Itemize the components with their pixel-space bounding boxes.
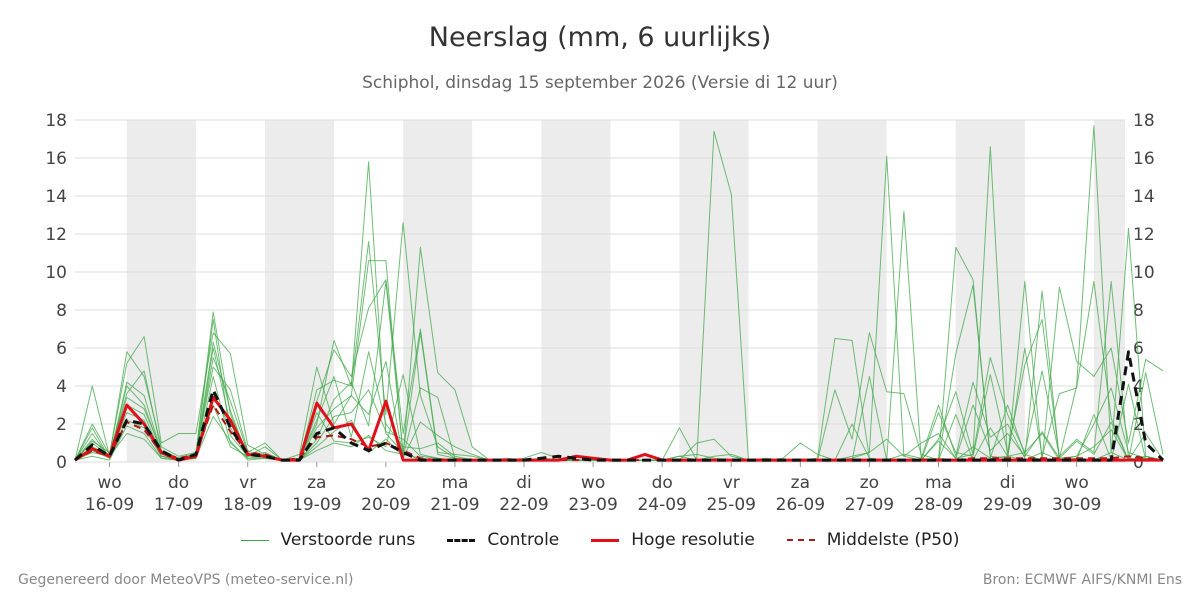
y-tick-right-14: 14 [1133,187,1155,207]
x-tick-day-8: do [652,473,673,493]
y-tick-right-6: 6 [1133,339,1144,359]
x-tick-date-4: 20-09 [361,495,410,515]
y-axis-left: 0 2 4 6 8 10 12 14 16 18 [45,111,67,473]
x-tick-date-13: 29-09 [983,495,1032,515]
y-tick-right-10: 10 [1133,263,1155,283]
y-tick-right-12: 12 [1133,225,1155,245]
legend-label-control: Controle [487,530,560,550]
x-tick-day-3: za [307,473,326,493]
y-tick-left-2: 2 [56,415,67,435]
y-tick-right-18: 18 [1133,111,1155,131]
x-tick-day-5: ma [441,473,468,493]
legend-swatch-perturbed [240,539,269,541]
x-tick-day-14: wo [1064,473,1088,493]
y-tick-right-8: 8 [1133,301,1144,321]
y-axis-right: 0 2 4 6 8 10 12 14 16 18 [1133,111,1155,473]
legend-item-perturbed[interactable]: Verstoorde runs [240,530,416,550]
y-tick-left-12: 12 [45,225,67,245]
footer-generator-credit: Gegenereerd door MeteoVPS (meteo-service… [18,572,354,588]
legend-label-high-res: Hoge resolutie [631,530,755,550]
y-tick-right-4: 4 [1133,377,1144,397]
legend-item-high-res[interactable]: Hoge resolutie [591,530,755,550]
series-line-median-2 [74,404,1164,462]
x-tick-date-2: 18-09 [223,495,272,515]
weekend-band-2 [403,120,473,462]
legend-swatch-control [447,538,476,542]
x-tick-date-3: 19-09 [292,495,341,515]
legend-item-median[interactable]: Middelste (P50) [786,530,960,550]
chart-subtitle: Schiphol, dinsdag 15 september 2026 (Ver… [362,73,838,93]
y-tick-right-16: 16 [1133,149,1155,169]
x-tick-date-1: 17-09 [154,495,203,515]
x-tick-day-1: do [168,473,189,493]
y-tick-left-18: 18 [45,111,67,131]
x-tick-day-9: vr [723,473,740,493]
x-tick-day-7: wo [581,473,605,493]
x-tick-day-11: zo [860,473,879,493]
main-series [74,350,1165,462]
x-tick-date-0: 16-09 [85,495,134,515]
legend-label-median: Middelste (P50) [826,530,960,550]
x-tick-day-0: wo [97,473,121,493]
x-tick-day-4: zo [376,473,395,493]
weekend-band-4 [679,120,749,462]
x-tick-day-2: vr [239,473,256,493]
x-tick-date-8: 24-09 [637,495,686,515]
x-tick-date-14: 30-09 [1052,495,1101,515]
y-tick-left-10: 10 [45,263,67,283]
x-tick-day-6: di [516,473,532,493]
chart-legend: Verstoorde runs Controle Hoge resolutie … [0,530,1200,550]
footer-source: Bron: ECMWF AIFS/KNMI Ens [982,572,1182,588]
x-tick-day-13: di [1000,473,1016,493]
legend-label-perturbed: Verstoorde runs [280,530,416,550]
y-tick-left-4: 4 [56,377,67,397]
weekend-band-3 [541,120,611,462]
y-tick-right-0: 0 [1133,453,1144,473]
gridlines [75,119,1125,463]
x-tick-date-10: 26-09 [776,495,825,515]
legend-swatch-median [786,539,815,541]
x-tick-date-9: 25-09 [707,495,756,515]
y-tick-right-2: 2 [1133,415,1144,435]
series-line-control-0 [74,350,1165,462]
weekend-bands [126,120,1125,462]
x-tick-date-5: 21-09 [430,495,479,515]
chart-title: Neerslag (mm, 6 uurlijks) [428,22,772,53]
y-tick-left-6: 6 [56,339,67,359]
y-tick-left-16: 16 [45,149,67,169]
x-tick-date-12: 28-09 [914,495,963,515]
x-tick-date-11: 27-09 [845,495,894,515]
x-tick-day-10: za [791,473,810,493]
x-tick-date-6: 22-09 [499,495,548,515]
x-tick-date-7: 23-09 [568,495,617,515]
legend-swatch-high-res [591,538,620,542]
x-tick-day-12: ma [925,473,952,493]
y-tick-left-0: 0 [56,453,67,473]
legend-item-control[interactable]: Controle [447,530,559,550]
y-tick-left-8: 8 [56,301,67,321]
x-axis: wo16-09do17-09vr18-09za19-09zo20-09ma21-… [85,462,1101,515]
y-tick-left-14: 14 [45,187,67,207]
